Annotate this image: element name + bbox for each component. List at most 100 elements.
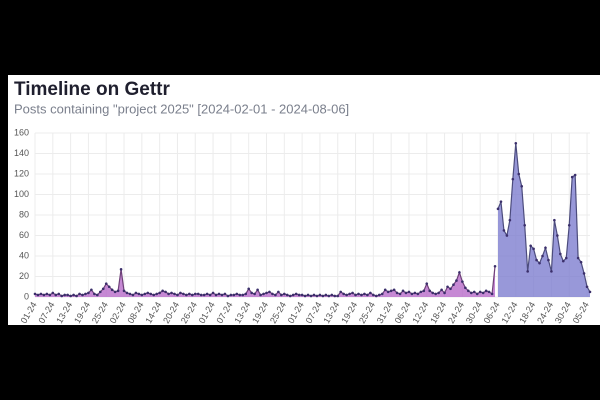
point — [556, 234, 559, 237]
point — [300, 293, 304, 297]
point — [107, 285, 111, 289]
point — [410, 292, 414, 296]
point — [389, 289, 393, 293]
point — [327, 294, 331, 298]
point — [380, 292, 384, 296]
point — [422, 289, 426, 293]
point — [455, 279, 458, 282]
point — [75, 294, 78, 298]
point — [354, 293, 357, 297]
point — [511, 177, 515, 181]
point — [401, 289, 405, 293]
point — [508, 218, 512, 222]
point — [564, 256, 568, 260]
point — [226, 294, 230, 298]
point — [288, 294, 292, 298]
point — [484, 289, 488, 293]
point — [306, 293, 310, 297]
point — [208, 293, 212, 297]
point — [333, 294, 337, 298]
point — [214, 293, 218, 297]
point — [84, 292, 87, 296]
point — [372, 293, 375, 297]
point — [529, 244, 532, 248]
point — [161, 289, 164, 293]
point — [321, 294, 325, 298]
point — [155, 292, 158, 296]
point — [475, 292, 479, 296]
y-tick-label: 160 — [14, 127, 29, 137]
point — [520, 185, 524, 188]
area-fill — [35, 266, 496, 297]
point — [428, 289, 432, 293]
point — [122, 289, 126, 293]
point — [544, 246, 547, 250]
point — [505, 234, 509, 237]
point — [188, 292, 191, 296]
point — [179, 291, 182, 295]
point — [119, 268, 123, 271]
point — [247, 287, 250, 291]
point — [535, 258, 538, 262]
point — [446, 285, 449, 289]
point — [265, 291, 268, 295]
point — [481, 291, 485, 295]
point — [104, 282, 108, 285]
point — [125, 291, 129, 295]
point — [398, 292, 402, 296]
point — [51, 291, 55, 295]
point — [232, 293, 236, 297]
point — [158, 291, 161, 295]
point — [96, 293, 99, 297]
point — [360, 293, 363, 297]
point — [54, 293, 58, 297]
point — [241, 293, 245, 297]
point — [211, 291, 215, 295]
point — [324, 293, 328, 297]
point — [309, 294, 313, 298]
point — [39, 292, 43, 296]
point — [182, 292, 185, 296]
point — [363, 292, 366, 296]
point — [348, 292, 351, 296]
point — [131, 293, 135, 297]
point — [128, 292, 132, 296]
point — [173, 292, 176, 296]
point — [101, 287, 105, 291]
point — [345, 293, 348, 297]
point — [434, 292, 437, 296]
point — [523, 223, 527, 227]
point — [283, 292, 286, 296]
point — [357, 292, 360, 296]
y-tick-label: 120 — [14, 168, 29, 178]
point — [93, 292, 96, 296]
point — [268, 290, 271, 294]
point — [472, 290, 476, 294]
point — [517, 172, 521, 176]
point — [229, 293, 233, 297]
point — [449, 287, 452, 291]
point — [45, 292, 49, 296]
point — [271, 292, 274, 296]
point — [339, 290, 342, 294]
point — [250, 291, 253, 295]
point — [60, 294, 64, 298]
point — [550, 270, 553, 273]
point — [137, 292, 141, 296]
point — [425, 282, 429, 285]
point — [36, 293, 40, 297]
point — [404, 291, 408, 295]
point — [526, 270, 529, 273]
point — [561, 259, 565, 263]
point — [167, 292, 170, 296]
point — [238, 293, 242, 297]
point — [90, 288, 93, 292]
point — [538, 261, 541, 265]
point — [386, 290, 390, 294]
point — [294, 292, 298, 296]
point — [297, 293, 301, 297]
y-tick-label: 60 — [19, 230, 29, 240]
point — [116, 289, 120, 293]
point — [205, 292, 209, 296]
point — [487, 290, 491, 294]
